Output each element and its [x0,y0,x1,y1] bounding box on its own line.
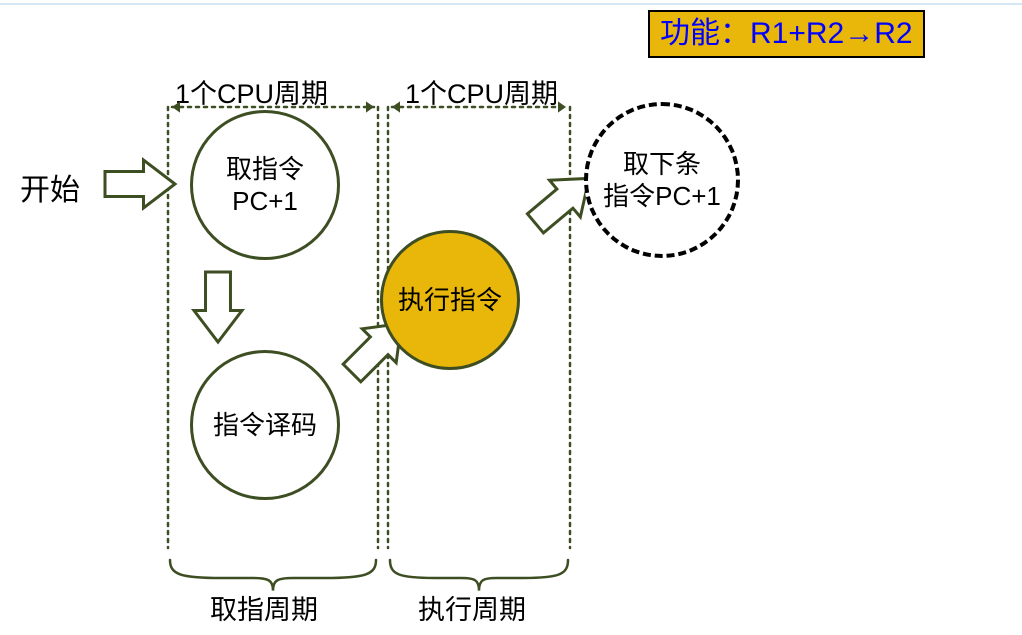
bottom-label-exec: 执行周期 [418,588,526,627]
node-execute-line1: 执行指令 [398,284,502,317]
node-fetch-line1: 取指令 [226,153,304,186]
node-decode-line1: 指令译码 [213,409,317,442]
node-next: 取下条 指令PC+1 [584,102,740,258]
node-fetch: 取指令 PC+1 [190,110,340,260]
node-execute: 执行指令 [380,230,520,370]
bottom-label-fetch: 取指周期 [210,588,318,627]
node-decode: 指令译码 [190,350,340,500]
node-next-line2: 指令PC+1 [603,180,721,213]
node-next-line1: 取下条 [603,148,721,181]
node-fetch-line2: PC+1 [226,185,304,218]
